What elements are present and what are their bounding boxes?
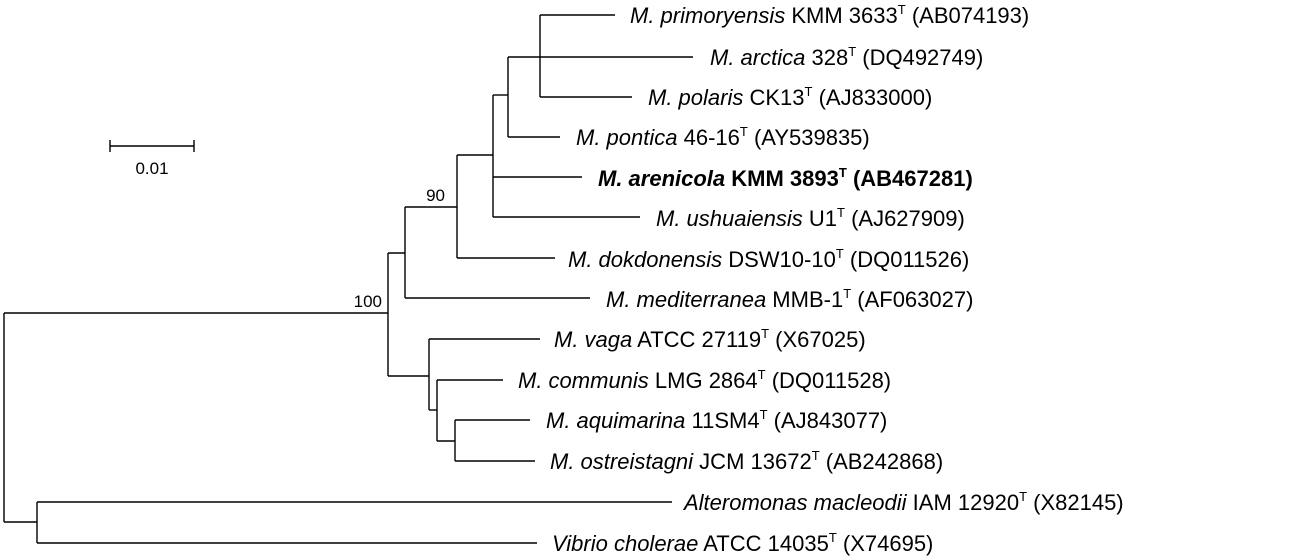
leaf-species: M. polaris <box>648 85 743 110</box>
bootstrap-90: 90 <box>426 186 445 205</box>
leaf-species: M. mediterranea <box>606 287 766 312</box>
leaf-label: M. aquimarina 11SM4T (AJ843077) <box>546 407 887 433</box>
leaf-label: M. primoryensis KMM 3633T (AB074193) <box>630 2 1029 28</box>
leaf-type-mark: T <box>1019 489 1027 504</box>
leaf-label: M. pontica 46-16T (AY539835) <box>576 124 870 150</box>
leaf-label: M. arctica 328T (DQ492749) <box>710 44 983 70</box>
scale-bar-label: 0.01 <box>135 159 168 178</box>
leaf-accession: (DQ011526) <box>844 247 970 272</box>
leaf-species: Alteromonas macleodii <box>682 490 908 515</box>
leaf-accession: (DQ011528) <box>766 368 892 393</box>
leaf-type-mark: T <box>848 44 856 59</box>
leaf-accession: (AJ843077) <box>768 408 888 433</box>
leaf-strain: CK13 <box>743 85 804 110</box>
leaf-species: M. arctica <box>710 45 805 70</box>
leaf-species: Vibrio cholerae <box>552 531 698 556</box>
leaf-strain: MMB-1 <box>766 287 843 312</box>
leaf-species: M. dokdonensis <box>568 247 722 272</box>
leaf-species: M. primoryensis <box>630 3 785 28</box>
leaf-strain: KMM 3893 <box>725 166 839 191</box>
leaf-strain: LMG 2864 <box>649 368 758 393</box>
tree-branches <box>3 14 693 544</box>
leaf-species: M. arenicola <box>598 166 725 191</box>
leaf-type-mark: T <box>829 530 837 545</box>
leaf-type-mark: T <box>839 165 847 180</box>
scale-bar: 0.01 <box>109 140 195 178</box>
leaf-label: M. mediterranea MMB-1T (AF063027) <box>606 286 973 312</box>
leaf-type-mark: T <box>898 2 906 17</box>
leaf-species: M. aquimarina <box>546 408 685 433</box>
leaf-accession: (AJ833000) <box>812 85 932 110</box>
leaf-label: M. ushuaiensis U1T (AJ627909) <box>656 205 965 231</box>
leaf-accession: (DQ492749) <box>856 45 983 70</box>
leaf-species: M. ushuaiensis <box>656 206 803 231</box>
leaf-strain: DSW10-10 <box>722 247 836 272</box>
leaf-strain: 46-16 <box>678 125 740 150</box>
leaf-type-mark: T <box>758 367 766 382</box>
leaf-label: M. communis LMG 2864T (DQ011528) <box>518 367 891 393</box>
leaf-species: M. vaga <box>554 327 632 352</box>
leaf-label: Vibrio cholerae ATCC 14035T (X74695) <box>552 530 933 556</box>
leaf-strain: IAM 12920 <box>907 490 1020 515</box>
leaf-species: M. pontica <box>576 125 678 150</box>
leaf-accession: (AB467281) <box>847 166 973 191</box>
leaf-type-mark: T <box>805 84 813 99</box>
leaf-accession: (AJ627909) <box>845 206 965 231</box>
leaf-type-mark: T <box>837 205 845 220</box>
leaf-label: Alteromonas macleodii IAM 12920T (X82145… <box>682 489 1124 515</box>
leaf-strain: 11SM4 <box>685 408 759 433</box>
leaf-accession: (AF063027) <box>851 287 973 312</box>
leaf-accession: (X67025) <box>769 327 866 352</box>
leaf-strain: ATCC 14035 <box>698 531 828 556</box>
leaf-type-mark: T <box>740 124 748 139</box>
leaf-strain: 328 <box>805 45 848 70</box>
leaf-type-mark: T <box>812 448 820 463</box>
leaf-accession: (AY539835) <box>748 125 870 150</box>
leaf-species: M. ostreistagni <box>550 449 694 474</box>
leaf-strain: ATCC 27119 <box>632 327 761 352</box>
leaf-strain: KMM 3633 <box>785 3 898 28</box>
leaf-accession: (X82145) <box>1027 490 1124 515</box>
leaf-strain: JCM 13672 <box>693 449 812 474</box>
leaf-type-mark: T <box>760 407 768 422</box>
bootstrap-100: 100 <box>354 292 382 311</box>
leaf-accession: (AB242868) <box>820 449 944 474</box>
leaf-type-mark: T <box>761 326 769 341</box>
leaf-accession: (X74695) <box>837 531 934 556</box>
leaf-species: M. communis <box>518 368 649 393</box>
leaf-label: M. arenicola KMM 3893T (AB467281) <box>598 165 973 191</box>
leaf-type-mark: T <box>836 246 844 261</box>
leaf-accession: (AB074193) <box>906 3 1030 28</box>
leaf-label: M. polaris CK13T (AJ833000) <box>648 84 932 110</box>
leaf-label: M. dokdonensis DSW10-10T (DQ011526) <box>568 246 969 272</box>
leaf-labels: M. primoryensis KMM 3633T (AB074193)M. a… <box>518 2 1124 556</box>
leaf-label: M. vaga ATCC 27119T (X67025) <box>554 326 866 352</box>
leaf-type-mark: T <box>843 286 851 301</box>
leaf-strain: U1 <box>803 206 837 231</box>
leaf-label: M. ostreistagni JCM 13672T (AB242868) <box>550 448 943 474</box>
